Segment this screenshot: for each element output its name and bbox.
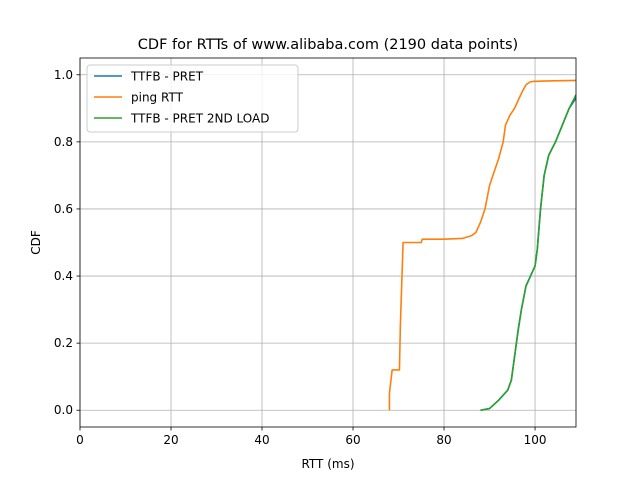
y-axis-label: CDF xyxy=(29,230,43,255)
x-tick-label: 20 xyxy=(163,433,178,447)
legend-label: TTFB - PRET 2ND LOAD xyxy=(130,112,269,126)
series-lines xyxy=(388,79,576,412)
y-tick-label: 0.4 xyxy=(54,269,73,283)
legend: TTFB - PRET ping RTT TTFB - PRET 2ND LOAD xyxy=(86,64,299,133)
x-tick-label: 80 xyxy=(436,433,451,447)
series-line-3 xyxy=(480,94,576,412)
plot-frame xyxy=(79,57,577,428)
y-tick-label: 0.0 xyxy=(54,403,73,417)
legend-box xyxy=(86,64,299,133)
y-tick-label: 0.2 xyxy=(54,336,73,350)
x-tick-label: 60 xyxy=(345,433,360,447)
x-tick-label: 0 xyxy=(76,433,84,447)
axis-ticks: 0 20 40 60 80 100 0.0 0.2 0.4 0.6 0.8 1.0 xyxy=(54,68,547,447)
y-tick-label: 0.8 xyxy=(54,135,73,149)
series-line-2 xyxy=(388,79,576,411)
legend-label: TTFB - PRET xyxy=(130,70,204,84)
chart-title: CDF for RTTs of www.alibaba.com (2190 da… xyxy=(138,37,518,53)
y-tick-label: 1.0 xyxy=(54,68,73,82)
legend-label: ping RTT xyxy=(131,91,184,105)
x-tick-label: 100 xyxy=(524,433,547,447)
y-tick-label: 0.6 xyxy=(54,202,73,216)
x-tick-label: 40 xyxy=(254,433,269,447)
x-axis-label: RTT (ms) xyxy=(301,457,354,471)
